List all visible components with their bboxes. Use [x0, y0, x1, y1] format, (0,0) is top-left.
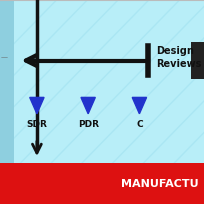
Polygon shape [81, 98, 95, 114]
Text: SDR: SDR [26, 119, 47, 128]
Bar [190, 43, 204, 80]
Text: —: — [1, 54, 8, 60]
Text: C: C [135, 119, 142, 128]
Polygon shape [132, 98, 146, 114]
Text: MANUFACTU: MANUFACTU [121, 179, 198, 188]
Polygon shape [30, 98, 44, 114]
Bar [0, 0, 14, 163]
Bar [0, 163, 204, 204]
Text: PDR: PDR [77, 119, 98, 128]
Text: Design
Reviews: Design Reviews [155, 46, 200, 68]
